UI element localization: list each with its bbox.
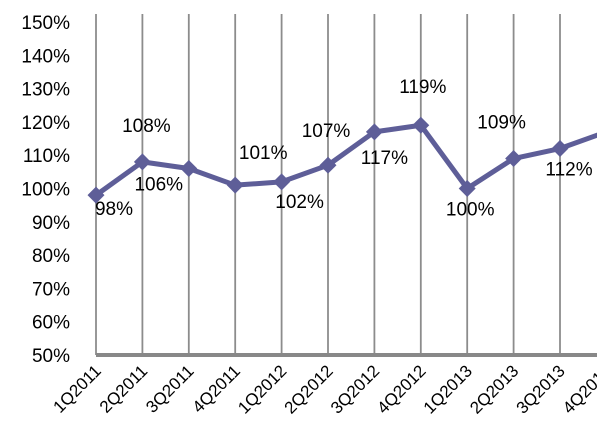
data-point-marker (319, 156, 337, 174)
x-tick-label: 4Q2011 (189, 361, 244, 416)
data-label: 101% (239, 143, 288, 164)
data-label: 107% (302, 121, 351, 142)
x-tick-label: 3Q2012 (327, 361, 383, 417)
data-labels: 98% 108% 106% 101% 102% 107% 117% 119% 100% 109% 1… (95, 77, 593, 221)
x-tick-label: 1Q2012 (234, 361, 290, 417)
series-path (94, 122, 597, 198)
data-point-marker (133, 153, 151, 171)
y-axis-ticks: 50% 60% 70% 80% 90% 100% 110% 120% 130% 140% 150% (21, 13, 70, 367)
data-point-marker (273, 173, 291, 191)
y-tick-label: 60% (32, 313, 70, 334)
data-label: 98% (95, 199, 133, 220)
x-tick-label: 3Q2011 (142, 361, 197, 416)
data-point-marker (458, 180, 476, 197)
data-point-marker (365, 123, 383, 141)
data-point-marker (412, 116, 430, 134)
x-tick-label: 3Q2013 (513, 361, 569, 417)
data-label: 112% (545, 160, 592, 181)
x-tick-label: 1Q2013 (420, 361, 476, 417)
y-tick-label: 80% (32, 246, 70, 267)
y-tick-label: 90% (32, 213, 70, 234)
x-tick-label: 2Q2012 (281, 361, 337, 417)
data-label: 106% (134, 175, 183, 196)
data-point-marker (551, 140, 569, 158)
y-tick-label: 150% (21, 13, 70, 34)
data-label: 102% (275, 192, 324, 213)
data-label: 109% (477, 113, 526, 134)
y-tick-label: 100% (21, 180, 70, 201)
data-label: 117% (361, 148, 408, 169)
data-point-marker (226, 176, 244, 194)
y-tick-label: 130% (21, 80, 70, 101)
x-tick-label: 2Q2011 (96, 361, 151, 416)
data-label: 119% (399, 77, 446, 98)
y-tick-label: 120% (21, 113, 70, 134)
data-point-marker (180, 160, 198, 178)
x-axis-ticks: 1Q20112Q20113Q20114Q20111Q20122Q20123Q20… (50, 361, 597, 417)
data-point-marker (87, 186, 105, 204)
y-tick-label: 50% (32, 346, 70, 367)
data-label: 100% (446, 200, 495, 221)
x-tick-label: 4Q2012 (373, 361, 429, 417)
x-tick-label: 2Q2013 (466, 361, 522, 417)
y-tick-label: 110% (23, 146, 70, 167)
data-label: 108% (122, 116, 171, 137)
x-tick-label: 1Q2011 (50, 361, 105, 416)
y-tick-label: 70% (32, 279, 70, 300)
series-line (87, 116, 597, 204)
x-tick-label: 4Q2013 (559, 361, 597, 417)
y-tick-label: 140% (21, 46, 70, 67)
